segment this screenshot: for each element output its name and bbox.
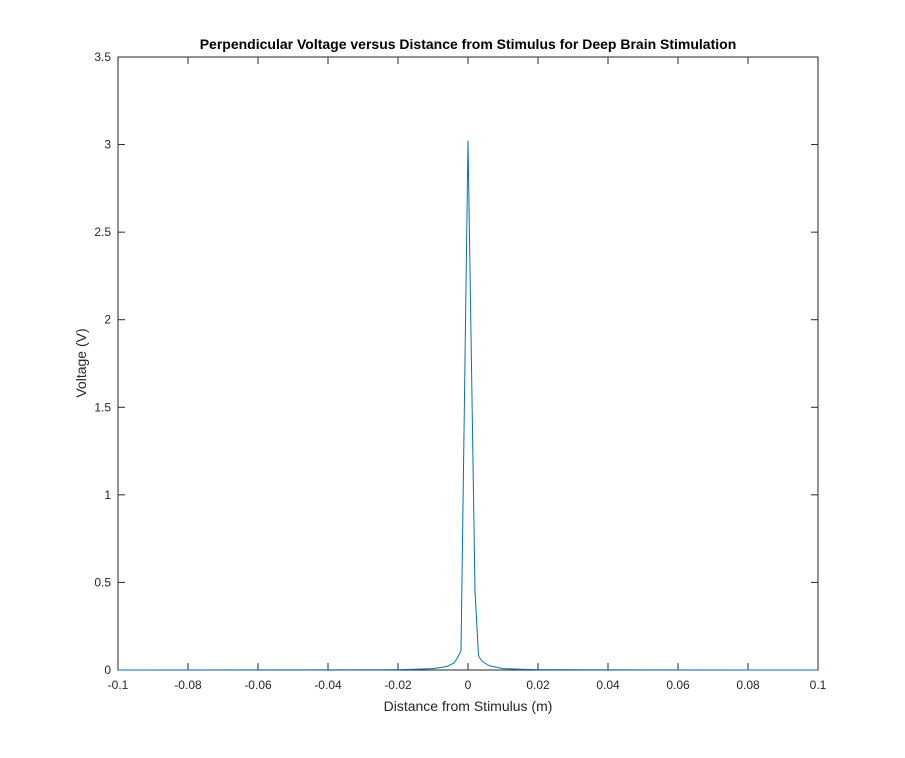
- y-tick-label: 3: [104, 138, 111, 152]
- x-tick-label: -0.06: [244, 678, 272, 692]
- x-tick-label: -0.1: [108, 678, 129, 692]
- y-tick-label: 1.5: [94, 400, 111, 414]
- y-axis: 0 0.5 1 1.5 2 2.5 3 3.5: [94, 50, 818, 677]
- x-tick-label: 0.04: [596, 678, 620, 692]
- x-tick-label: 0: [465, 678, 472, 692]
- x-tick-label: 0.1: [810, 678, 827, 692]
- y-tick-label: 0.5: [94, 575, 111, 589]
- chart-title: Perpendicular Voltage versus Distance fr…: [200, 36, 737, 52]
- y-tick-label: 3.5: [94, 50, 111, 64]
- series-line-0: [117, 140, 819, 671]
- x-tick-label: 0.08: [736, 678, 760, 692]
- series-layer: [117, 140, 819, 671]
- y-axis-label: Voltage (V): [73, 328, 89, 397]
- x-tick-label: 0.06: [666, 678, 690, 692]
- x-axis: -0.1 -0.08 -0.06 -0.04 -0.02 0 0.02 0.04 0.06 0.0…: [108, 57, 827, 692]
- y-tick-label: 2.5: [94, 225, 111, 239]
- x-axis-label: Distance from Stimulus (m): [384, 698, 553, 714]
- y-tick-label: 0: [104, 663, 111, 677]
- x-tick-label: -0.02: [384, 678, 412, 692]
- y-tick-label: 2: [104, 313, 111, 327]
- x-tick-label: 0.02: [526, 678, 550, 692]
- x-tick-label: -0.08: [174, 678, 202, 692]
- x-tick-label: -0.04: [314, 678, 342, 692]
- y-tick-label: 1: [104, 488, 111, 502]
